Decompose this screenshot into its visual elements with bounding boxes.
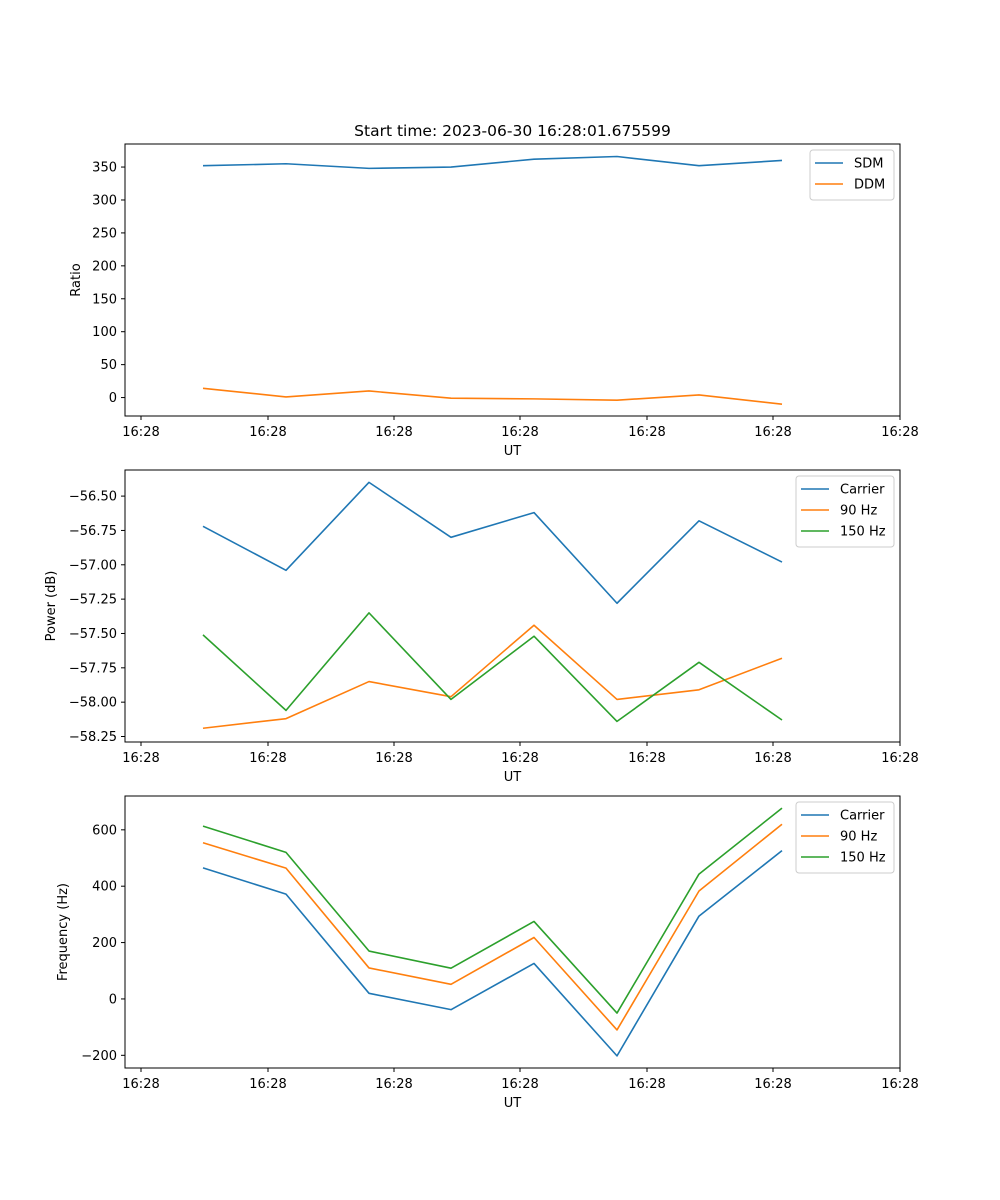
series-line-90-hz <box>202 624 783 730</box>
series-line-carrier <box>202 850 783 1057</box>
x-tick-label: 16:28 <box>881 425 918 440</box>
x-tick-label: 16:28 <box>501 751 538 766</box>
x-tick-label: 16:28 <box>375 425 412 440</box>
x-tick-label: 16:28 <box>249 425 286 440</box>
legend-entry: DDM <box>854 178 885 193</box>
legend: SDM DDM <box>809 149 895 201</box>
y-tick-label: 400 <box>92 880 117 895</box>
legend-entry: 150 Hz <box>840 851 886 866</box>
x-tick-label: 16:28 <box>122 1077 159 1092</box>
series-line-ddm <box>202 387 783 405</box>
chart-panel-3: −200 0 200 400 600 16:28 16:28 16:28 16:28 16:28 1… <box>56 795 919 1111</box>
plot-frame <box>124 795 901 1069</box>
legend: Carrier 90 Hz 150 Hz <box>795 801 895 874</box>
chart-panel-1: Start time: 2023-06-30 16:28:01.675599 0 5… <box>69 122 919 459</box>
legend-entry: 90 Hz <box>840 830 877 845</box>
y-tick-label: 600 <box>92 823 117 838</box>
x-tick-label: 16:28 <box>122 751 159 766</box>
legend-entry: SDM <box>854 157 883 172</box>
x-tick-label: 16:28 <box>881 751 918 766</box>
x-tick-label: 16:28 <box>375 751 412 766</box>
x-axis-label: UT <box>504 444 522 459</box>
chart-title: Start time: 2023-06-30 16:28:01.675599 <box>354 122 671 140</box>
series-line-150-hz <box>202 612 783 723</box>
x-tick-label: 16:28 <box>122 425 159 440</box>
y-tick-label: 200 <box>92 936 117 951</box>
y-tick-label: 200 <box>92 259 117 274</box>
y-tick-label: −57.75 <box>69 661 117 676</box>
x-tick-label: 16:28 <box>375 1077 412 1092</box>
plot-frame <box>124 143 901 417</box>
y-axis-label: Frequency (Hz) <box>56 883 71 981</box>
x-tick-label: 16:28 <box>628 1077 665 1092</box>
y-tick-label: 100 <box>92 325 117 340</box>
y-tick-label: −57.00 <box>69 558 117 573</box>
series-line-150-hz <box>202 807 783 1014</box>
x-tick-label: 16:28 <box>754 1077 791 1092</box>
legend-box <box>795 475 895 548</box>
series-line-carrier <box>202 481 783 605</box>
x-tick-label: 16:28 <box>501 425 538 440</box>
series-line-90-hz <box>202 823 783 1031</box>
y-tick-label: −57.25 <box>69 593 117 608</box>
y-axis-label: Power (dB) <box>44 571 59 642</box>
x-tick-label: 16:28 <box>881 1077 918 1092</box>
y-tick-label: 350 <box>92 161 117 176</box>
x-tick-label: 16:28 <box>628 425 665 440</box>
y-tick-label: 250 <box>92 226 117 241</box>
series-line-sdm <box>202 155 783 170</box>
legend-box <box>795 801 895 874</box>
y-axis-label: Ratio <box>69 263 84 296</box>
legend-entry: Carrier <box>840 809 885 824</box>
y-tick-label: −56.50 <box>69 490 117 505</box>
plot-frame <box>124 469 901 743</box>
y-tick-label: −57.50 <box>69 627 117 642</box>
x-tick-label: 16:28 <box>249 751 286 766</box>
chart-panel-2: −58.25 −58.00 −57.75 −57.50 −57.25 −57.00 −56.… <box>44 469 919 785</box>
x-tick-label: 16:28 <box>249 1077 286 1092</box>
x-tick-label: 16:28 <box>501 1077 538 1092</box>
y-tick-label: 150 <box>92 292 117 307</box>
y-tick-label: 0 <box>109 992 117 1007</box>
y-tick-label: −56.75 <box>69 524 117 539</box>
legend-entry: 150 Hz <box>840 525 886 540</box>
y-tick-label: −58.25 <box>69 730 117 745</box>
x-tick-label: 16:28 <box>754 425 791 440</box>
y-tick-label: 50 <box>100 358 117 373</box>
y-tick-label: 0 <box>109 391 117 406</box>
x-axis-label: UT <box>504 1096 522 1111</box>
y-tick-label: −200 <box>81 1049 117 1064</box>
legend: Carrier 90 Hz 150 Hz <box>795 475 895 548</box>
x-axis-label: UT <box>504 770 522 785</box>
y-tick-label: −58.00 <box>69 696 117 711</box>
x-tick-label: 16:28 <box>754 751 791 766</box>
legend-entry: Carrier <box>840 483 885 498</box>
y-tick-label: 300 <box>92 193 117 208</box>
legend-entry: 90 Hz <box>840 504 877 519</box>
x-tick-label: 16:28 <box>628 751 665 766</box>
